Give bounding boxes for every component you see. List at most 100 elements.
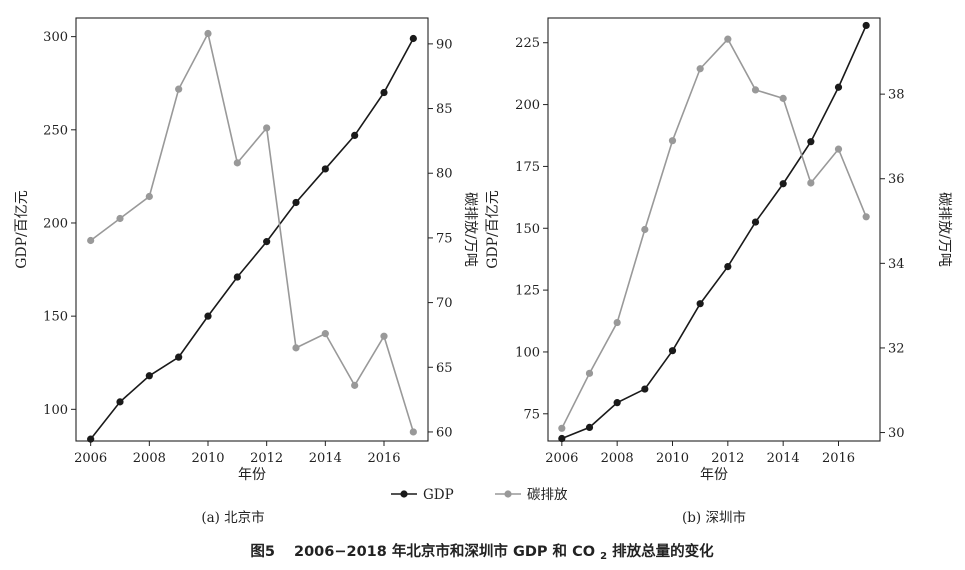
- x-tick-label: 2014: [309, 451, 342, 466]
- data-point-carbon: [233, 159, 241, 167]
- y2-tick-label: 75: [436, 231, 453, 246]
- legend-gdp-marker: [400, 490, 408, 498]
- figure-title-prefix: 图5: [250, 543, 275, 560]
- data-point-carbon: [409, 428, 417, 436]
- data-point-gdp: [292, 198, 300, 207]
- data-point-gdp: [145, 372, 153, 380]
- series-line-carbon: [561, 37, 867, 429]
- series-line-gdp: [561, 25, 867, 440]
- y2-tick-label: 60: [436, 425, 453, 440]
- data-point-carbon: [145, 192, 153, 201]
- y-tick-label: 175: [515, 160, 540, 175]
- y-tick-label: 200: [515, 98, 540, 113]
- x-axis-title: 年份: [238, 467, 266, 483]
- subtitle-shenzhen: (b) 深圳市: [682, 509, 746, 526]
- data-point-carbon: [834, 145, 843, 153]
- data-point-gdp: [724, 263, 732, 271]
- data-point-carbon: [585, 369, 594, 377]
- y2-tick-label: 38: [888, 88, 905, 103]
- x-tick-label: 2006: [545, 451, 578, 466]
- data-point-gdp: [834, 83, 843, 91]
- figure-title: 图5 2006−2018 年北京市和深圳市 GDP 和 CO 2 排放总量的变化: [250, 542, 714, 563]
- data-point-gdp: [807, 138, 815, 146]
- y-tick-label: 300: [43, 30, 68, 45]
- data-point-carbon: [292, 344, 300, 352]
- y-tick-label: 150: [43, 310, 68, 325]
- x-tick-label: 2010: [191, 451, 224, 466]
- data-point-gdp: [380, 88, 388, 97]
- subtitle-beijing: (a) 北京市: [201, 509, 264, 526]
- data-point-carbon: [204, 29, 212, 38]
- chart-panel-beijing: 2006 2008 2010 2012 2014 2016 100 150 200 250 300 6…: [14, 17, 478, 483]
- data-point-carbon: [380, 332, 388, 340]
- data-point-carbon: [724, 35, 732, 43]
- x-axis-title: 年份: [700, 467, 728, 483]
- x-tick-label: 2012: [250, 451, 283, 466]
- data-point-gdp: [321, 165, 329, 173]
- y2-tick-label: 80: [436, 167, 453, 182]
- chart-panel-shenzhen: 2006 2008 2010 2012 2014 2016 75 100 125 150 175 20…: [485, 17, 952, 483]
- legend-carbon-marker: [504, 490, 512, 498]
- data-point-gdp: [751, 218, 760, 226]
- y2-tick-label: 30: [888, 426, 905, 441]
- data-point-gdp: [409, 34, 417, 43]
- data-point-carbon: [351, 381, 359, 389]
- data-point-gdp: [641, 385, 649, 393]
- y2-tick-label: 32: [888, 341, 905, 356]
- y2-tick-label: 70: [436, 296, 453, 311]
- data-point-gdp: [779, 180, 787, 188]
- data-point-gdp: [613, 399, 621, 407]
- data-point-carbon: [779, 94, 787, 102]
- series-line-carbon: [90, 31, 415, 433]
- data-point-carbon: [558, 424, 566, 432]
- y2-tick-label: 65: [436, 361, 453, 376]
- data-point-carbon: [751, 86, 760, 94]
- x-tick-label: 2008: [601, 451, 634, 466]
- y-axis-title-right: 碳排放/万吨: [462, 192, 478, 267]
- data-point-gdp: [668, 347, 677, 355]
- data-point-carbon: [613, 318, 621, 327]
- figure-title-main: 2006−2018 年北京市和深圳市 GDP 和 CO: [294, 542, 595, 560]
- y2-tick-label: 90: [436, 37, 453, 52]
- data-point-carbon: [862, 213, 870, 221]
- data-point-carbon: [807, 179, 815, 187]
- data-point-gdp: [87, 435, 95, 443]
- y2-tick-label: 85: [436, 102, 453, 117]
- x-tick-label: 2016: [367, 451, 400, 466]
- data-point-gdp: [862, 21, 870, 30]
- data-point-gdp: [175, 353, 183, 361]
- figure-title-suffix: 排放总量的变化: [612, 542, 714, 560]
- data-point-gdp: [204, 312, 212, 320]
- x-tick-label: 2012: [711, 451, 744, 466]
- y2-tick-label: 36: [888, 172, 905, 187]
- y-tick-label: 150: [515, 222, 540, 237]
- x-tick-label: 2010: [656, 451, 689, 466]
- y-axis-title-left: GDP/百亿元: [485, 190, 501, 269]
- y2-tick-label: 34: [888, 257, 905, 272]
- legend-gdp-label: GDP: [423, 487, 454, 503]
- data-point-gdp: [558, 434, 566, 443]
- figure-title-subscript: 2: [600, 551, 607, 562]
- data-point-gdp: [233, 273, 241, 281]
- data-point-gdp: [116, 398, 124, 406]
- x-tick-label: 2014: [767, 451, 800, 466]
- series-line-gdp: [90, 38, 415, 440]
- data-point-carbon: [668, 137, 677, 145]
- x-tick-label: 2006: [74, 451, 107, 466]
- data-point-carbon: [641, 225, 649, 234]
- data-point-carbon: [175, 85, 183, 93]
- x-tick-label: 2008: [133, 451, 166, 466]
- legend-carbon-label: 碳排放: [527, 487, 568, 503]
- data-point-carbon: [87, 236, 95, 245]
- x-tick-label: 2016: [822, 451, 855, 466]
- data-point-gdp: [351, 131, 359, 139]
- plot-frame-beijing: [75, 17, 429, 442]
- data-point-carbon: [116, 214, 124, 223]
- y-axis-title-right: 碳排放/万吨: [936, 192, 952, 267]
- plot-frame-shenzhen: [547, 17, 881, 442]
- legend: GDP 碳排放: [391, 487, 568, 503]
- y-tick-label: 100: [515, 345, 540, 360]
- y-tick-label: 125: [515, 284, 540, 299]
- data-point-gdp: [585, 423, 594, 431]
- data-point-gdp: [696, 300, 704, 308]
